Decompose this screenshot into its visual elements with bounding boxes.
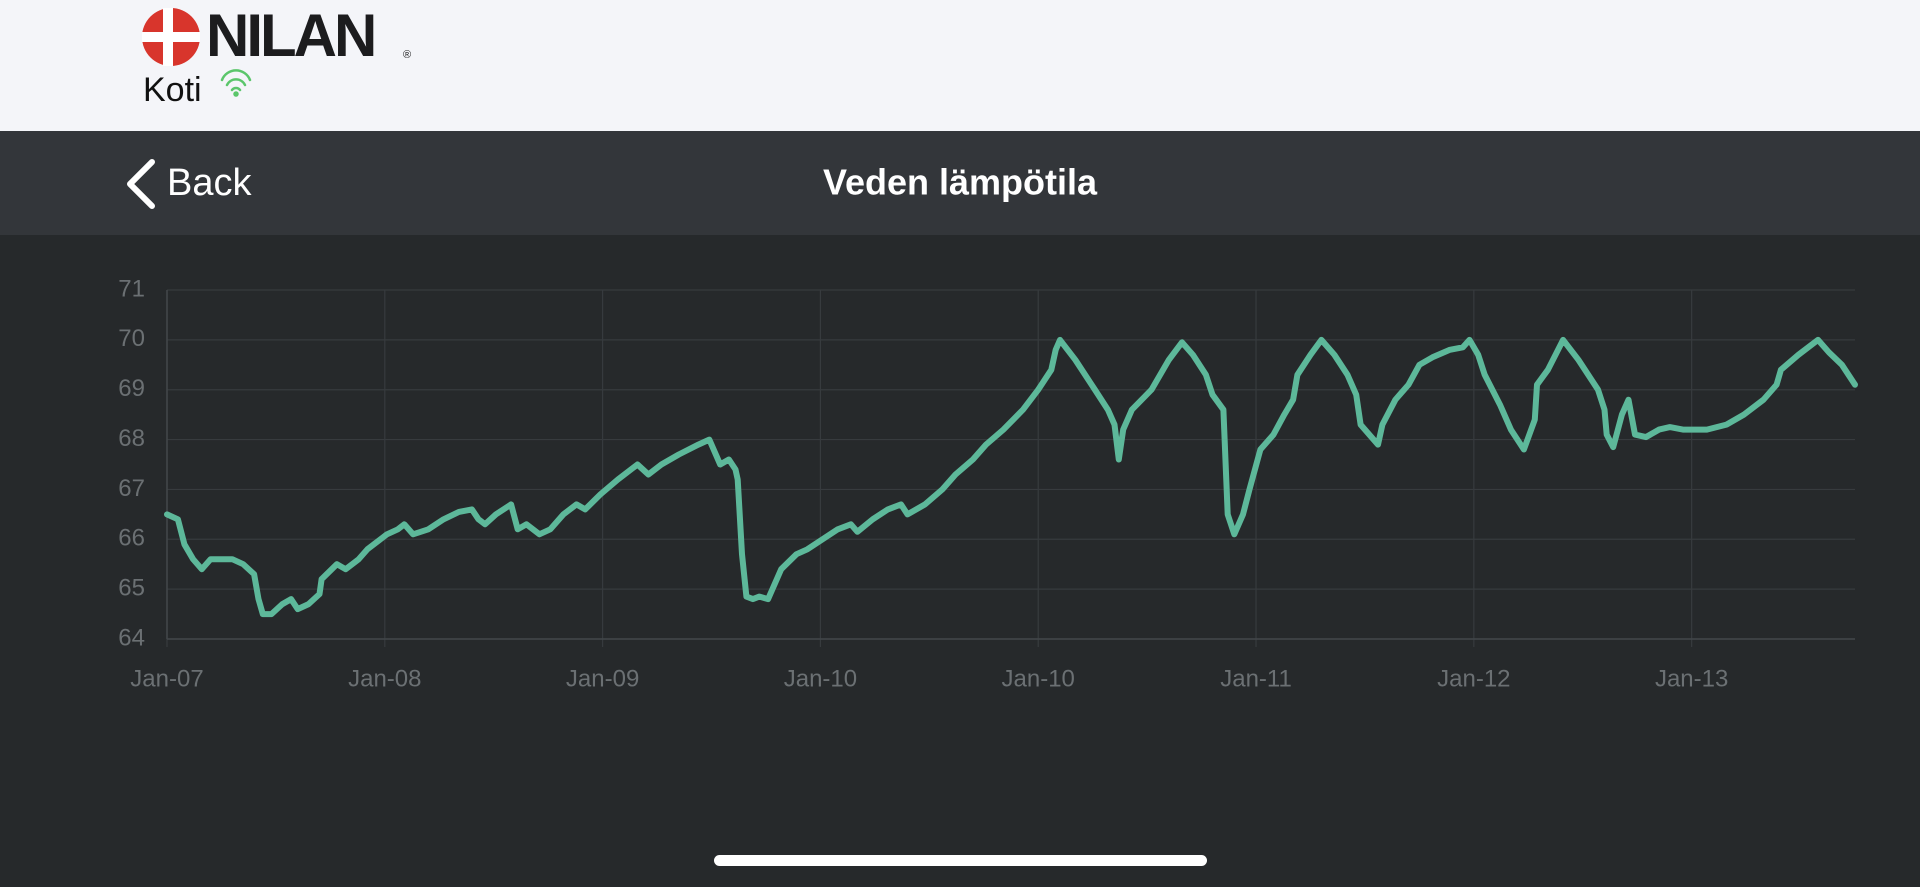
home-indicator	[714, 855, 1207, 866]
y-tick-label: 70	[118, 325, 145, 352]
chart: 64 65 66 67 68 69 70 71 Jan-07 Jan-08 Jan-09 Jan-10…	[118, 275, 1858, 692]
x-tick-label: Jan-10	[1002, 665, 1075, 692]
x-tick-label: Jan-07	[130, 665, 203, 692]
x-tick-label: Jan-10	[784, 665, 857, 692]
x-tick-label: Jan-13	[1655, 665, 1728, 692]
home-name: Koti	[143, 71, 202, 109]
x-tick-label: Jan-08	[348, 665, 421, 692]
x-tick-label: Jan-09	[566, 665, 639, 692]
wifi-icon	[220, 69, 252, 97]
header-bar	[0, 0, 1920, 131]
x-tick-label: Jan-12	[1437, 665, 1510, 692]
y-tick-label: 68	[118, 425, 145, 452]
back-label[interactable]: Back	[167, 162, 252, 204]
y-tick-label: 69	[118, 375, 145, 402]
y-tick-label: 66	[118, 525, 145, 552]
nav-bar	[0, 131, 1920, 235]
logo-icon	[142, 8, 200, 66]
data-line	[164, 336, 1858, 618]
back-button[interactable]: Back	[127, 159, 252, 209]
y-tick-label: 67	[118, 475, 145, 502]
nav-title: Veden lämpötila	[823, 162, 1098, 203]
x-tick-label: Jan-11	[1220, 665, 1292, 692]
y-tick-label: 71	[118, 275, 145, 302]
y-tick-label: 65	[118, 574, 145, 601]
logo-registered: ®	[403, 49, 411, 61]
y-tick-label: 64	[118, 624, 145, 651]
logo-text: NILAN	[206, 2, 374, 69]
back-chevron	[127, 159, 155, 209]
